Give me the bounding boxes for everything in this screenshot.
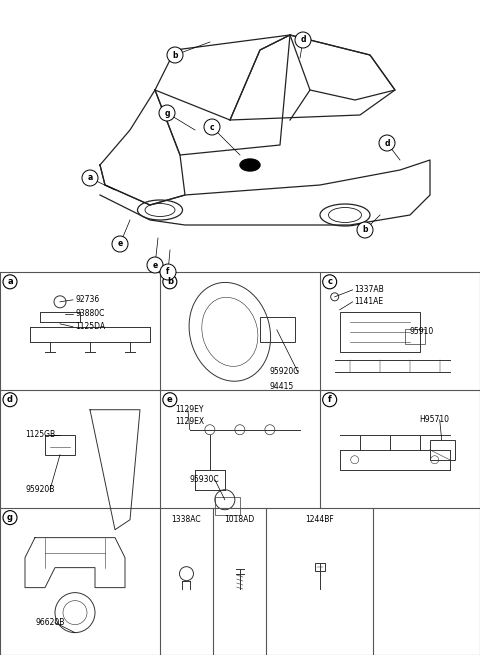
Text: e: e (152, 261, 157, 269)
Text: f: f (328, 395, 332, 404)
Text: f: f (166, 267, 170, 276)
Text: 95920B: 95920B (25, 485, 54, 495)
Circle shape (112, 236, 128, 252)
Text: 96620B: 96620B (35, 618, 64, 627)
Text: 94415: 94415 (270, 383, 294, 391)
Bar (45, 435, 75, 455)
Text: 93880C: 93880C (75, 309, 104, 318)
Circle shape (357, 222, 373, 238)
Text: 92736: 92736 (75, 295, 99, 305)
Bar (215, 496, 240, 515)
Text: 1337AB: 1337AB (355, 286, 384, 294)
Text: 1141AE: 1141AE (355, 297, 384, 307)
Circle shape (147, 257, 163, 273)
Text: H95710: H95710 (420, 415, 450, 424)
Circle shape (379, 135, 395, 151)
Text: b: b (167, 277, 173, 286)
Text: d: d (300, 35, 306, 45)
Bar (2, 2, 478, 381)
Text: e: e (118, 240, 122, 248)
Ellipse shape (240, 159, 260, 171)
Text: 95910: 95910 (410, 328, 434, 336)
Text: e: e (167, 395, 173, 404)
Text: a: a (7, 277, 13, 286)
Text: g: g (164, 109, 170, 117)
Text: b: b (172, 50, 178, 60)
Text: 1129EY: 1129EY (175, 405, 204, 414)
Circle shape (160, 264, 176, 280)
Bar (430, 440, 455, 460)
Text: 1129EX: 1129EX (175, 417, 204, 426)
Circle shape (82, 170, 98, 186)
Circle shape (167, 47, 183, 63)
Text: a: a (87, 174, 93, 183)
Text: c: c (210, 122, 214, 132)
Circle shape (204, 119, 220, 135)
Bar (0, 0, 480, 383)
Bar (260, 317, 295, 342)
Text: b: b (362, 225, 368, 234)
Text: 95920G: 95920G (270, 367, 300, 377)
Text: 95930C: 95930C (190, 476, 219, 484)
Text: 1125GB: 1125GB (25, 430, 55, 440)
Text: g: g (7, 513, 13, 522)
Bar (315, 563, 324, 571)
Circle shape (159, 105, 175, 121)
Text: 1244BF: 1244BF (305, 515, 334, 524)
Text: c: c (327, 277, 332, 286)
Text: 1018AD: 1018AD (225, 515, 255, 524)
Bar (405, 329, 425, 344)
Text: d: d (384, 138, 390, 147)
Text: 1338AC: 1338AC (172, 515, 201, 524)
Bar (340, 312, 420, 352)
Text: 1125DA: 1125DA (75, 322, 105, 331)
Circle shape (295, 32, 311, 48)
Text: d: d (7, 395, 13, 404)
